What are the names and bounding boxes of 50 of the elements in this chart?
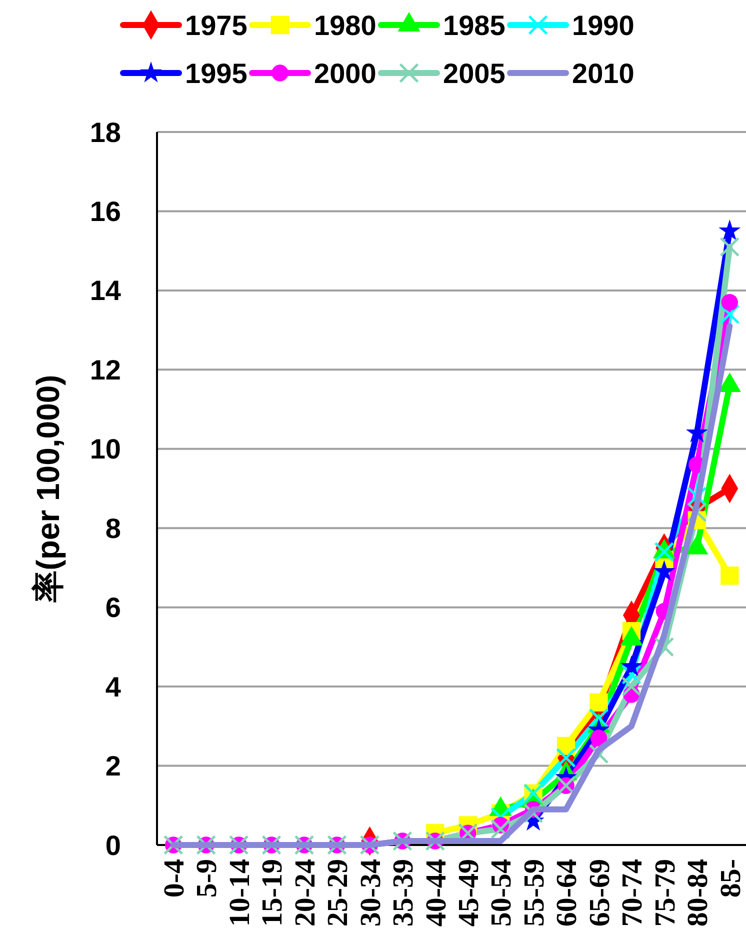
x-tick-label: 20-24 [289,859,322,927]
x-tick-label: 50-54 [486,859,518,927]
legend-label: 2010 [572,58,634,89]
y-tick-label: 0 [105,830,121,861]
x-tick-label: 55-59 [518,859,550,927]
x-tick-label: 25-29 [322,859,354,927]
point [556,748,576,768]
y-tick-label: 4 [105,671,122,702]
x-tick-label: 80-84 [682,859,714,927]
x-tick-label: 85- [714,859,746,898]
legend-label: 1980 [314,10,376,41]
x-tick-label: 65-69 [584,859,616,927]
point [622,676,642,697]
legend-label: 1985 [443,10,506,41]
point [620,655,642,676]
y-tick-label: 12 [90,354,121,386]
point [721,294,738,311]
legend-label: 1975 [185,10,248,41]
y-tick-label: 16 [90,196,121,228]
point [653,560,676,582]
x-tick-label: 35-39 [388,859,420,927]
x-tick-label: 10-14 [224,859,256,927]
x-tick-label: 30-34 [354,859,387,927]
point [720,304,740,324]
x-tick-label: 0-4 [158,859,191,898]
y-axis-title: 率(per 100,000) [30,374,66,602]
point [590,693,608,712]
point [588,708,609,728]
y-tick-label: 10 [90,434,121,465]
point [720,566,739,585]
legend-label: 2005 [443,58,506,89]
x-tick-label: 45-49 [453,859,486,927]
y-tick-label: 8 [105,512,121,544]
point [718,219,741,240]
legend-label: 2000 [314,58,376,89]
y-tick-label: 6 [105,592,121,624]
x-tick-label: 5-9 [191,859,224,898]
legend-label: 1990 [572,10,634,41]
x-tick-label: 70-74 [616,859,649,927]
point [720,236,740,257]
x-tick-label: 60-64 [551,859,584,927]
y-tick-label: 14 [90,275,122,306]
y-tick-label: 2 [105,750,121,782]
x-tick-label: 75-79 [649,859,682,927]
x-tick-label: 15-19 [256,859,289,927]
point [590,730,608,746]
point [654,542,674,562]
x-tick-label: 40-44 [420,859,452,927]
legend-label: 1995 [185,58,248,89]
y-tick-label: 18 [90,116,121,148]
